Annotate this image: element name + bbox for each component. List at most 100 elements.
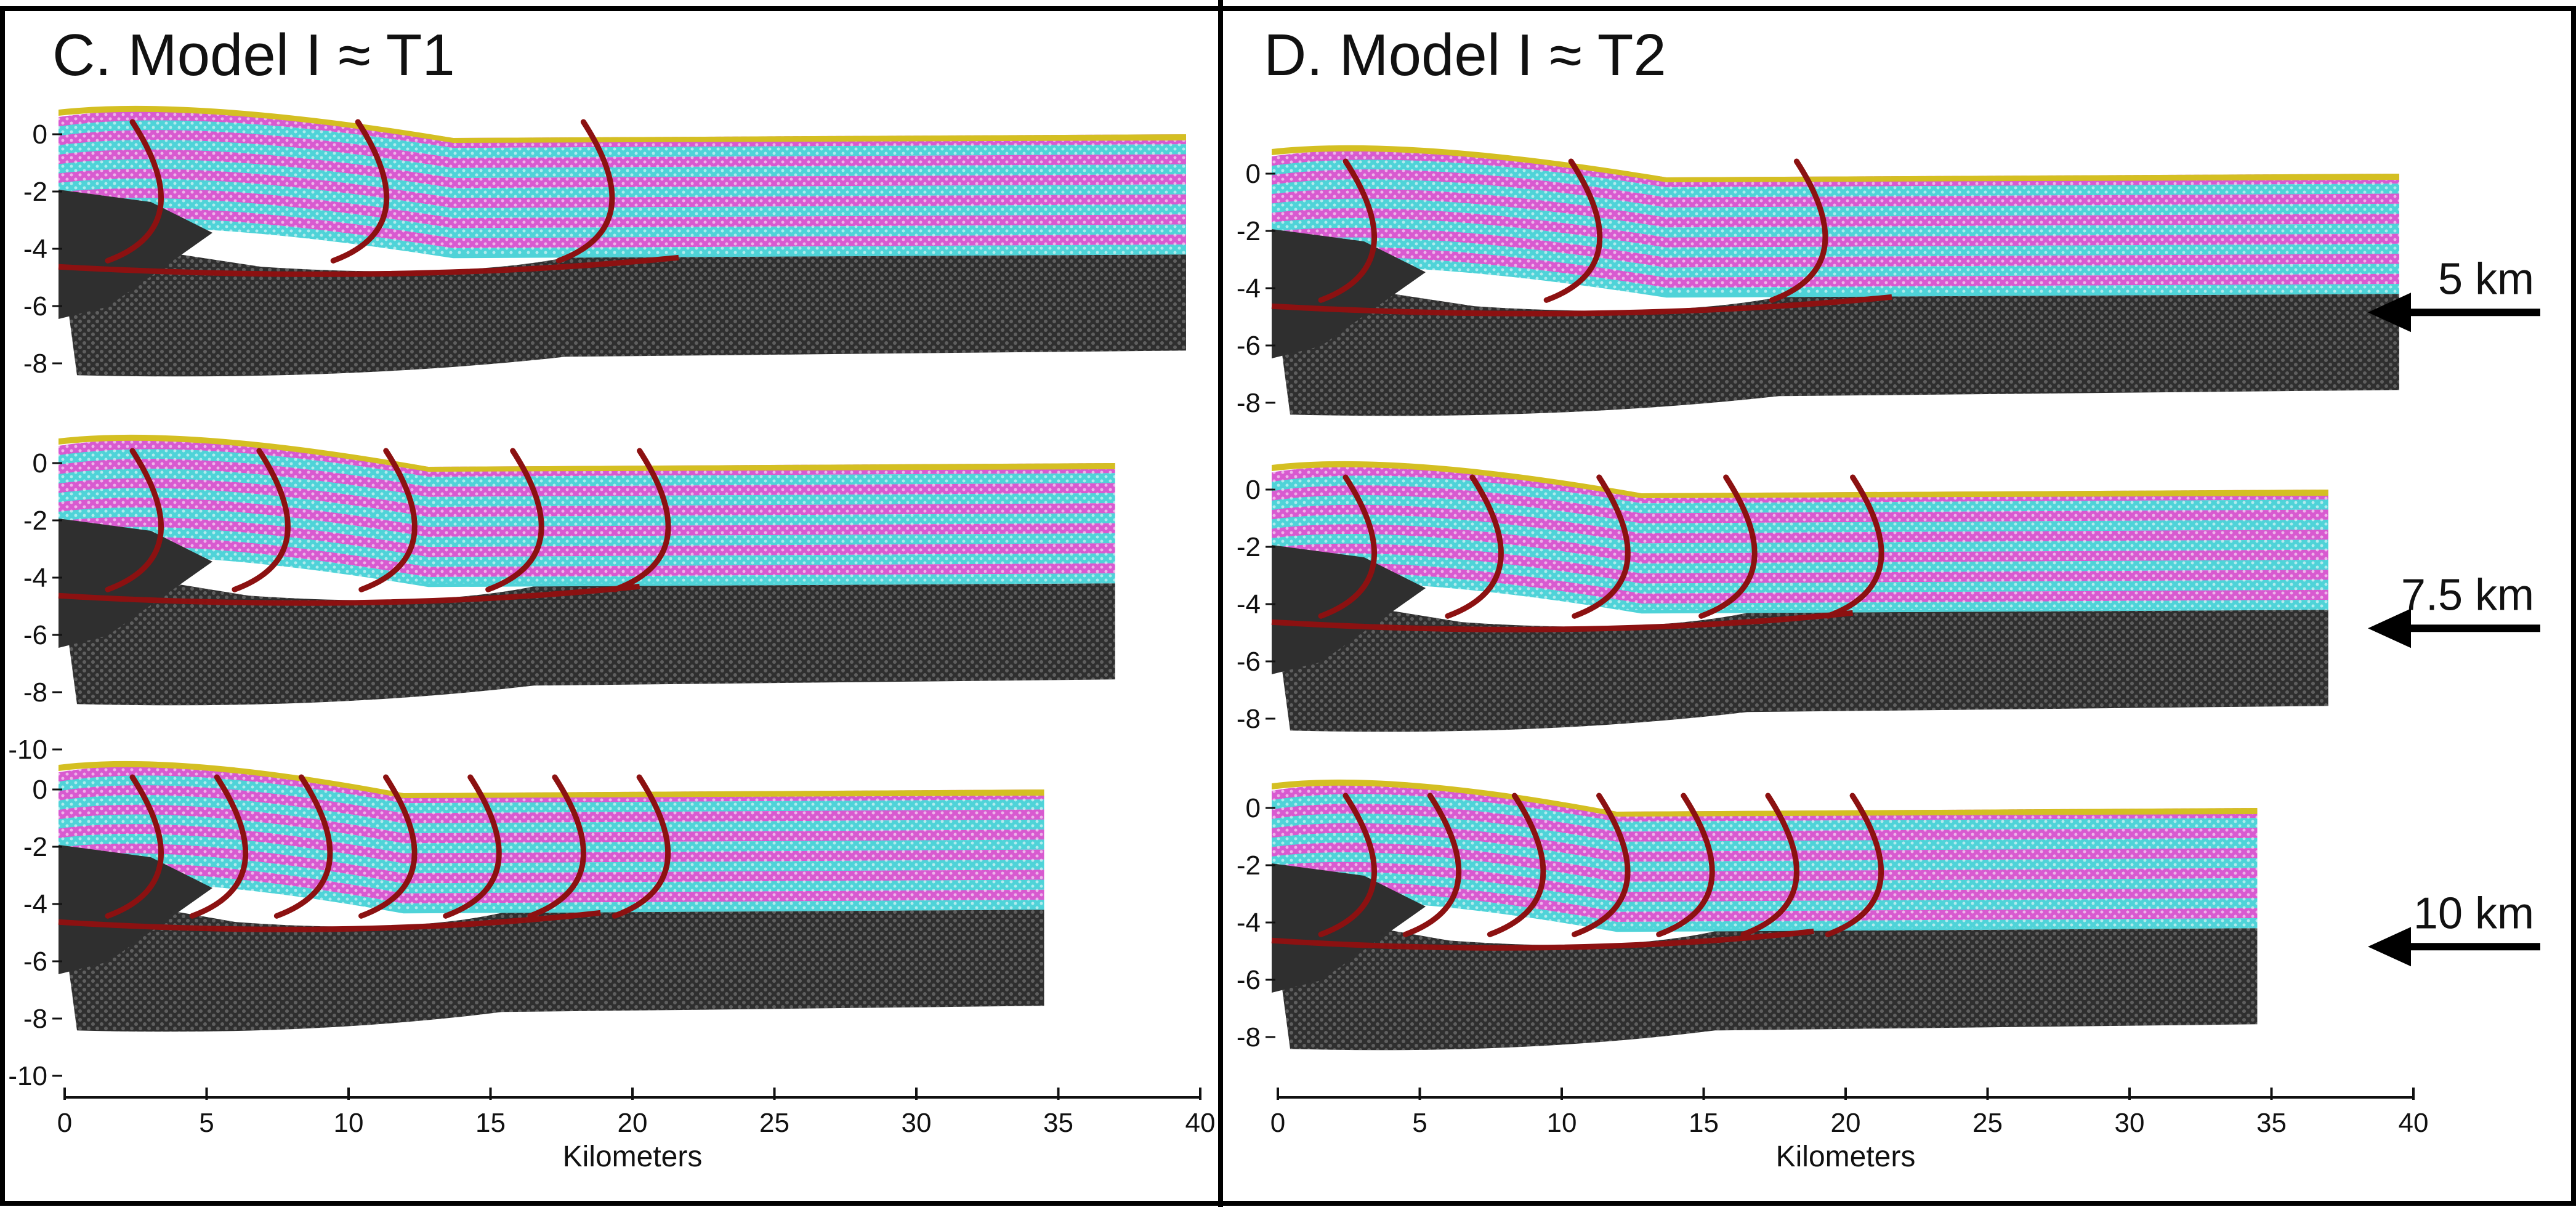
fault-line [1825, 793, 1884, 937]
x-tick-label: 0 [57, 1108, 72, 1138]
fault-line [612, 774, 671, 919]
fault-line [1487, 793, 1546, 937]
cross-section: 0 -2 -4 -6 -8 [23, 97, 1186, 379]
shortening-label: 7.5 km [2401, 570, 2534, 620]
surface-layer [59, 761, 1044, 798]
fault-line [1740, 793, 1799, 937]
cross-section: 0 -2 -4 -6 -8 -10 [8, 426, 1115, 765]
fault-line [189, 774, 249, 919]
depth-tick-label: -10 [8, 735, 47, 765]
fault-line [1543, 158, 1603, 303]
panel-c: C. Model I ≈ T10-2-4-6-80-2-4-6-8-100-2-… [8, 22, 1215, 1173]
fault-line [273, 774, 333, 919]
fault-line [1318, 158, 1377, 303]
fault-line [105, 774, 164, 919]
fault-line [1769, 158, 1828, 303]
fault-line [527, 774, 586, 919]
fault-line [1318, 793, 1377, 937]
surface-layer [1272, 145, 2399, 182]
basement-wedge [59, 190, 212, 319]
basement-texture [1272, 275, 2399, 416]
x-tick-label: 25 [759, 1108, 789, 1138]
fault-line [485, 448, 544, 592]
fault-line [1318, 474, 1377, 619]
fault-line [1572, 793, 1631, 937]
depth-tick-label: -8 [1237, 1022, 1261, 1052]
figure-border [0, 6, 2576, 1206]
surface-layer [59, 105, 1186, 143]
x-tick-label: 5 [1412, 1108, 1427, 1138]
x-tick-label: 5 [199, 1108, 214, 1138]
panel-title: D. Model I ≈ T2 [1264, 22, 1666, 88]
depth-tick-label: -8 [23, 349, 47, 379]
depth-tick-label: -2 [23, 506, 47, 536]
x-tick-label: 10 [1547, 1108, 1577, 1138]
surface-layer [59, 434, 1115, 472]
depth-tick-label: 0 [33, 448, 47, 478]
fault-line [1656, 793, 1715, 937]
panel-title: C. Model I ≈ T1 [52, 22, 455, 88]
x-tick-label: 30 [902, 1108, 932, 1138]
x-tick-label: 40 [1185, 1108, 1216, 1138]
depth-tick-label: -4 [1237, 589, 1261, 620]
fault-line [358, 448, 418, 592]
depth-tick-label: -10 [8, 1061, 47, 1091]
basement-wedge [59, 845, 212, 974]
x-tick-label: 35 [2256, 1108, 2287, 1138]
fault-line [358, 774, 418, 919]
x-tick-label: 20 [618, 1108, 648, 1138]
cross-section: 0 -2 -4 -6 -8 -10 [8, 753, 1044, 1091]
depth-tick-label: -4 [23, 234, 47, 264]
basement-wedge [59, 519, 212, 648]
x-tick-label: 40 [2399, 1108, 2429, 1138]
fault-line [1825, 474, 1884, 619]
fault-line [105, 119, 164, 264]
fault-line [1698, 474, 1758, 619]
sediment-texture [1272, 137, 2399, 294]
depth-tick-label: -6 [23, 291, 47, 321]
basement-texture [59, 891, 1044, 1032]
depth-tick-label: -4 [1237, 908, 1261, 938]
depth-tick-label: -4 [1237, 273, 1261, 304]
fault-line [232, 448, 291, 592]
decollement-line [58, 583, 640, 606]
x-axis: 0 5 10 15 20 25 30 35 40 Kilometers [57, 1088, 1216, 1173]
depth-tick-label: -2 [1237, 532, 1261, 562]
depth-tick-label: -8 [1237, 388, 1261, 418]
shortening-label: 10 km [2413, 889, 2534, 938]
depth-tick-label: -4 [23, 889, 47, 919]
basement-texture [59, 236, 1186, 377]
depth-tick-label: -6 [1237, 331, 1261, 361]
x-axis: 0 5 10 15 20 25 30 35 40 Kilometers [1270, 1088, 2429, 1173]
cross-section: 0 -2 -4 -6 -8 5 km [1237, 137, 2540, 418]
x-tick-label: 0 [1270, 1108, 1285, 1138]
depth-tick-label: -8 [1237, 704, 1261, 734]
x-tick-label: 30 [2115, 1108, 2145, 1138]
depth-tick-label: -6 [1237, 965, 1261, 995]
fault-line [330, 119, 390, 264]
x-tick-label: 15 [475, 1108, 506, 1138]
depth-tick-label: -6 [1237, 647, 1261, 677]
depth-tick-label: -2 [1237, 216, 1261, 246]
shortening-arrow-head [2368, 293, 2411, 333]
shortening-label: 5 km [2438, 254, 2534, 304]
x-tick-label: 35 [1043, 1108, 1073, 1138]
decollement-line [1271, 928, 1814, 951]
cross-section: 0 -2 -4 -6 -8 7.5 km [1237, 453, 2540, 734]
sediment-texture [1272, 453, 2328, 610]
shortening-arrow-head [2368, 608, 2411, 648]
depth-tick-label: 0 [1246, 793, 1261, 823]
x-tick-label: 25 [1972, 1108, 2003, 1138]
depth-tick-label: -2 [23, 832, 47, 862]
sediment-texture [1272, 771, 2258, 929]
fault-line [443, 774, 502, 919]
depth-tick-label: -8 [23, 677, 47, 708]
decollement-line [1271, 294, 1892, 317]
depth-tick-label: 0 [33, 119, 47, 150]
basement-wedge [1272, 545, 1426, 674]
fault-line [612, 448, 671, 592]
x-axis-label: Kilometers [563, 1140, 703, 1173]
basement-wedge [1272, 229, 1426, 358]
depth-tick-label: -6 [23, 620, 47, 650]
